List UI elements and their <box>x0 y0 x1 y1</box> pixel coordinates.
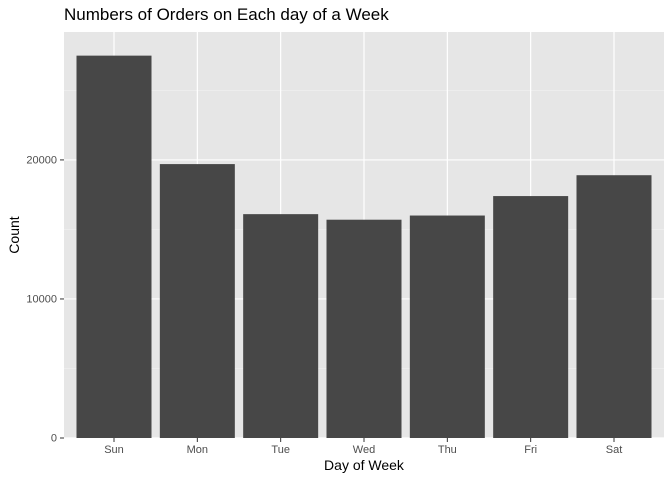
x-tick-label: Sat <box>606 444 623 456</box>
y-axis: 0 10000 20000 <box>26 154 64 445</box>
bar-fri <box>493 196 569 438</box>
y-axis-title: Count <box>6 216 22 253</box>
x-tick-label: Fri <box>524 444 537 456</box>
x-tick-label: Tue <box>271 444 290 456</box>
x-tick-label: Sun <box>104 444 124 456</box>
x-axis: Sun Mon Tue Wed Thu Fri Sat <box>104 438 622 456</box>
bar-mon <box>159 164 235 438</box>
x-tick-label: Mon <box>187 444 208 456</box>
bar-sun <box>76 55 152 438</box>
chart-title: Numbers of Orders on Each day of a Week <box>64 5 389 24</box>
bar-wed <box>326 219 402 438</box>
bar-tue <box>243 214 319 438</box>
bar-series <box>76 55 652 438</box>
bar-sat <box>576 175 652 438</box>
x-tick-label: Thu <box>438 444 457 456</box>
x-tick-label: Wed <box>353 444 375 456</box>
y-tick-label: 10000 <box>26 293 57 305</box>
y-tick-label: 20000 <box>26 154 57 166</box>
bar-thu <box>409 215 485 438</box>
x-axis-title: Day of Week <box>324 457 405 473</box>
plot-panel <box>64 32 664 439</box>
y-tick-label: 0 <box>51 433 57 445</box>
